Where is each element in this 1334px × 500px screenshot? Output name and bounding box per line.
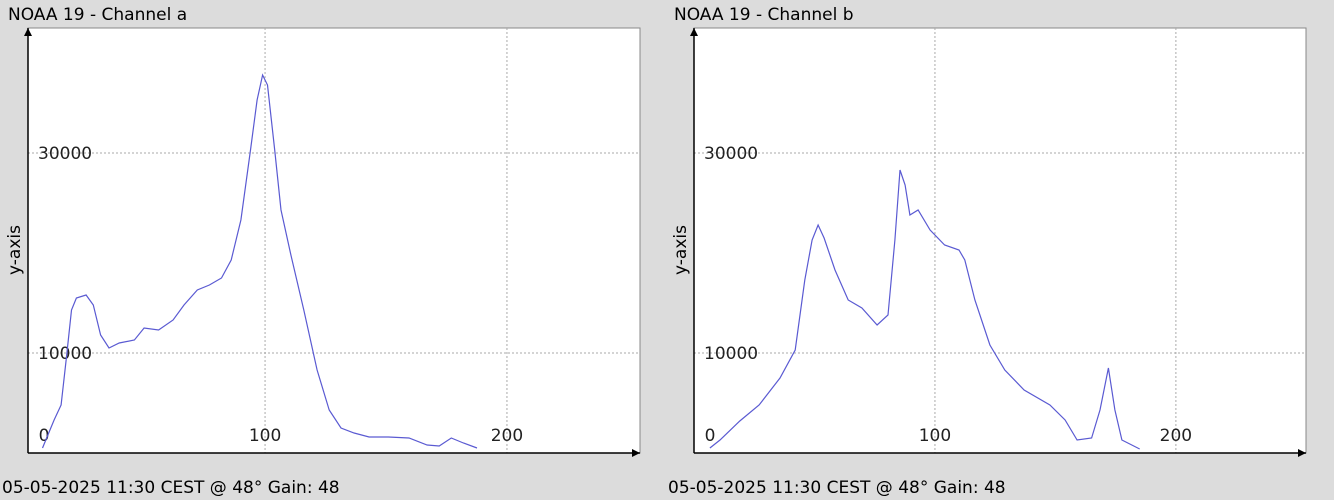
y-axis-arrow <box>24 28 32 36</box>
caption: 05-05-2025 11:30 CEST @ 48° Gain: 48 <box>668 478 1006 498</box>
plot-area <box>27 27 641 454</box>
x-axis-arrow <box>1298 449 1306 457</box>
chart-panel: NOAA 19 - Channel b 05-05-2025 11:30 CEST… <box>668 5 1307 498</box>
y-tick-label: 10000 <box>38 344 92 364</box>
x-tick-label: 200 <box>491 426 523 446</box>
chart-panel: NOAA 19 - Channel a 05-05-2025 11:30 CEST… <box>2 5 641 498</box>
y-tick-label: 30000 <box>38 144 92 164</box>
plot-area <box>693 27 1307 454</box>
data-line <box>709 169 1140 450</box>
x-tick-label: 200 <box>1160 426 1192 446</box>
y-tick-label: 30000 <box>704 144 758 164</box>
x-tick-label: 100 <box>249 426 281 446</box>
y-axis-arrow <box>690 28 698 36</box>
x-axis-arrow <box>632 449 640 457</box>
chart-title: NOAA 19 - Channel b <box>674 5 854 25</box>
x-tick-label: 100 <box>919 426 951 446</box>
data-line <box>41 73 478 449</box>
chart-title: NOAA 19 - Channel a <box>8 5 187 25</box>
y-axis-label: y-axis <box>671 225 691 275</box>
caption: 05-05-2025 11:30 CEST @ 48° Gain: 48 <box>2 478 340 498</box>
y-axis-label: y-axis <box>5 225 25 275</box>
x-tick-label: 0 <box>39 426 50 446</box>
x-tick-label: 0 <box>705 426 716 446</box>
y-tick-label: 10000 <box>704 344 758 364</box>
